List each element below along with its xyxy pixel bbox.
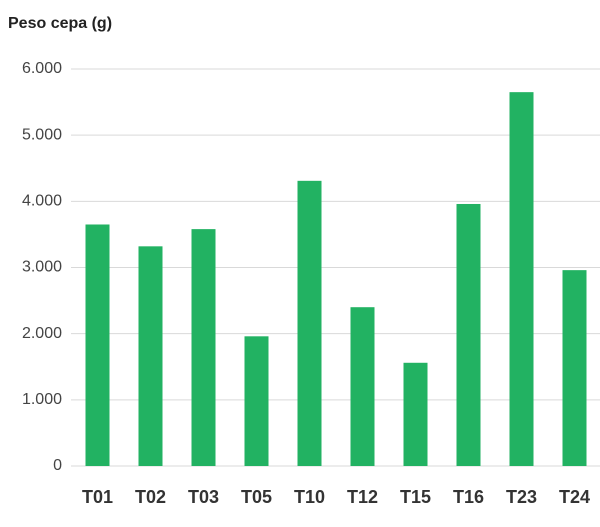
y-tick-label: 6.000	[22, 60, 62, 77]
bar	[297, 180, 322, 467]
bar	[562, 270, 587, 466]
bar	[456, 203, 481, 467]
bar	[509, 92, 534, 467]
bar	[403, 362, 428, 466]
x-tick-label: T05	[241, 487, 272, 507]
bar	[244, 336, 269, 466]
bar	[191, 229, 216, 466]
bar	[350, 307, 375, 466]
x-tick-label: T15	[400, 487, 431, 507]
x-tick-label: T24	[559, 487, 590, 507]
y-tick-label: 1.000	[22, 391, 62, 408]
x-tick-label: T01	[82, 487, 113, 507]
bar	[85, 224, 110, 466]
x-tick-label: T16	[453, 487, 484, 507]
y-tick-label: 4.000	[22, 193, 62, 210]
x-tick-label: T03	[188, 487, 219, 507]
x-tick-label: T12	[347, 487, 378, 507]
x-tick-label: T02	[135, 487, 166, 507]
y-tick-label: 3.000	[22, 259, 62, 276]
y-tick-label: 2.000	[22, 325, 62, 342]
y-tick-label: 5.000	[22, 126, 62, 143]
x-tick-label: T23	[506, 487, 537, 507]
chart-title: Peso cepa (g)	[8, 15, 112, 32]
bar	[138, 246, 163, 466]
y-tick-label: 0	[53, 457, 62, 474]
x-tick-label: T10	[294, 487, 325, 507]
